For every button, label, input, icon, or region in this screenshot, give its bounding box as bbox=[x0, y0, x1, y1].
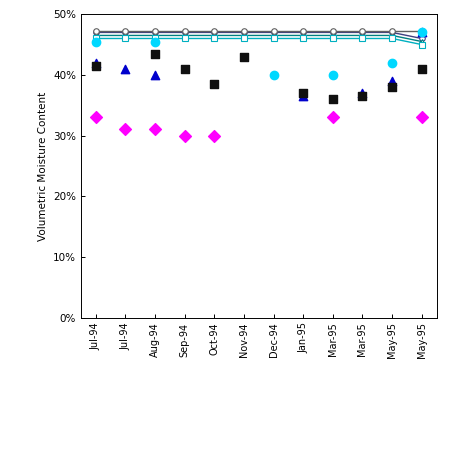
Point bbox=[418, 28, 425, 36]
Point bbox=[211, 132, 218, 139]
Point bbox=[181, 65, 188, 73]
Point bbox=[300, 89, 307, 97]
Point bbox=[152, 71, 159, 79]
Point bbox=[92, 59, 99, 66]
Point bbox=[152, 50, 159, 57]
Point bbox=[122, 65, 129, 73]
Point bbox=[122, 126, 129, 133]
Point bbox=[329, 95, 337, 103]
Point bbox=[300, 92, 307, 100]
Point bbox=[181, 132, 188, 139]
Point bbox=[329, 71, 337, 79]
Point bbox=[152, 126, 159, 133]
Point bbox=[418, 65, 425, 73]
Point bbox=[388, 59, 396, 66]
Point bbox=[92, 114, 99, 121]
Point bbox=[329, 114, 337, 121]
Point bbox=[359, 89, 366, 97]
Point bbox=[92, 62, 99, 70]
Point bbox=[211, 80, 218, 88]
Point bbox=[418, 114, 425, 121]
Y-axis label: Volumetric Moisture Content: Volumetric Moisture Content bbox=[38, 91, 48, 240]
Point bbox=[270, 71, 277, 79]
Point bbox=[388, 83, 396, 91]
Point bbox=[418, 28, 425, 36]
Point bbox=[152, 38, 159, 46]
Point bbox=[388, 77, 396, 85]
Point bbox=[359, 92, 366, 100]
Point bbox=[240, 53, 248, 61]
Point bbox=[92, 38, 99, 46]
